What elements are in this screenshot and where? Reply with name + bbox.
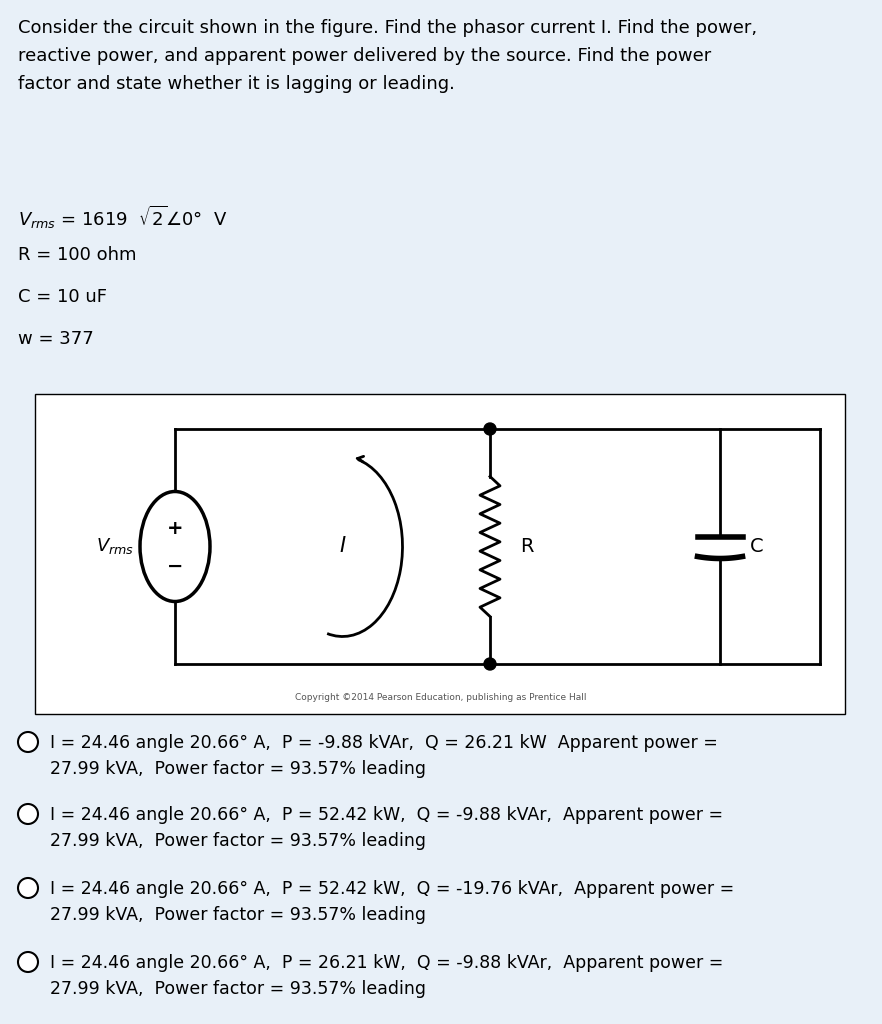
Circle shape — [18, 732, 38, 752]
Text: −: − — [167, 557, 183, 575]
Circle shape — [18, 952, 38, 972]
Text: C: C — [750, 537, 764, 556]
Ellipse shape — [140, 492, 210, 601]
Text: I = 24.46 angle 20.66° A,  P = 26.21 kW,  Q = -9.88 kVAr,  Apparent power =
27.9: I = 24.46 angle 20.66° A, P = 26.21 kW, … — [50, 954, 723, 998]
Text: Consider the circuit shown in the figure. Find the phasor current I. Find the po: Consider the circuit shown in the figure… — [18, 19, 757, 92]
Circle shape — [18, 804, 38, 824]
Text: R: R — [520, 537, 534, 556]
Text: $V_{rms}$: $V_{rms}$ — [96, 537, 134, 556]
Text: w = 377: w = 377 — [18, 330, 93, 348]
Text: R = 100 ohm: R = 100 ohm — [18, 246, 137, 264]
Text: $V_{rms}$ = 1619  $\sqrt{2}$$\angle$0°  V: $V_{rms}$ = 1619 $\sqrt{2}$$\angle$0° V — [18, 204, 228, 231]
Text: I: I — [340, 537, 346, 556]
Circle shape — [484, 658, 496, 670]
Text: I = 24.46 angle 20.66° A,  P = 52.42 kW,  Q = -9.88 kVAr,  Apparent power =
27.9: I = 24.46 angle 20.66° A, P = 52.42 kW, … — [50, 806, 723, 850]
Circle shape — [18, 878, 38, 898]
Text: +: + — [167, 519, 183, 538]
Circle shape — [484, 423, 496, 435]
Text: Copyright ©2014 Pearson Education, publishing as Prentice Hall: Copyright ©2014 Pearson Education, publi… — [295, 693, 587, 702]
Text: I = 24.46 angle 20.66° A,  P = -9.88 kVAr,  Q = 26.21 kW  Apparent power =
27.99: I = 24.46 angle 20.66° A, P = -9.88 kVAr… — [50, 734, 718, 778]
FancyBboxPatch shape — [35, 394, 845, 714]
Text: I = 24.46 angle 20.66° A,  P = 52.42 kW,  Q = -19.76 kVAr,  Apparent power =
27.: I = 24.46 angle 20.66° A, P = 52.42 kW, … — [50, 880, 734, 925]
Text: C = 10 uF: C = 10 uF — [18, 288, 107, 306]
